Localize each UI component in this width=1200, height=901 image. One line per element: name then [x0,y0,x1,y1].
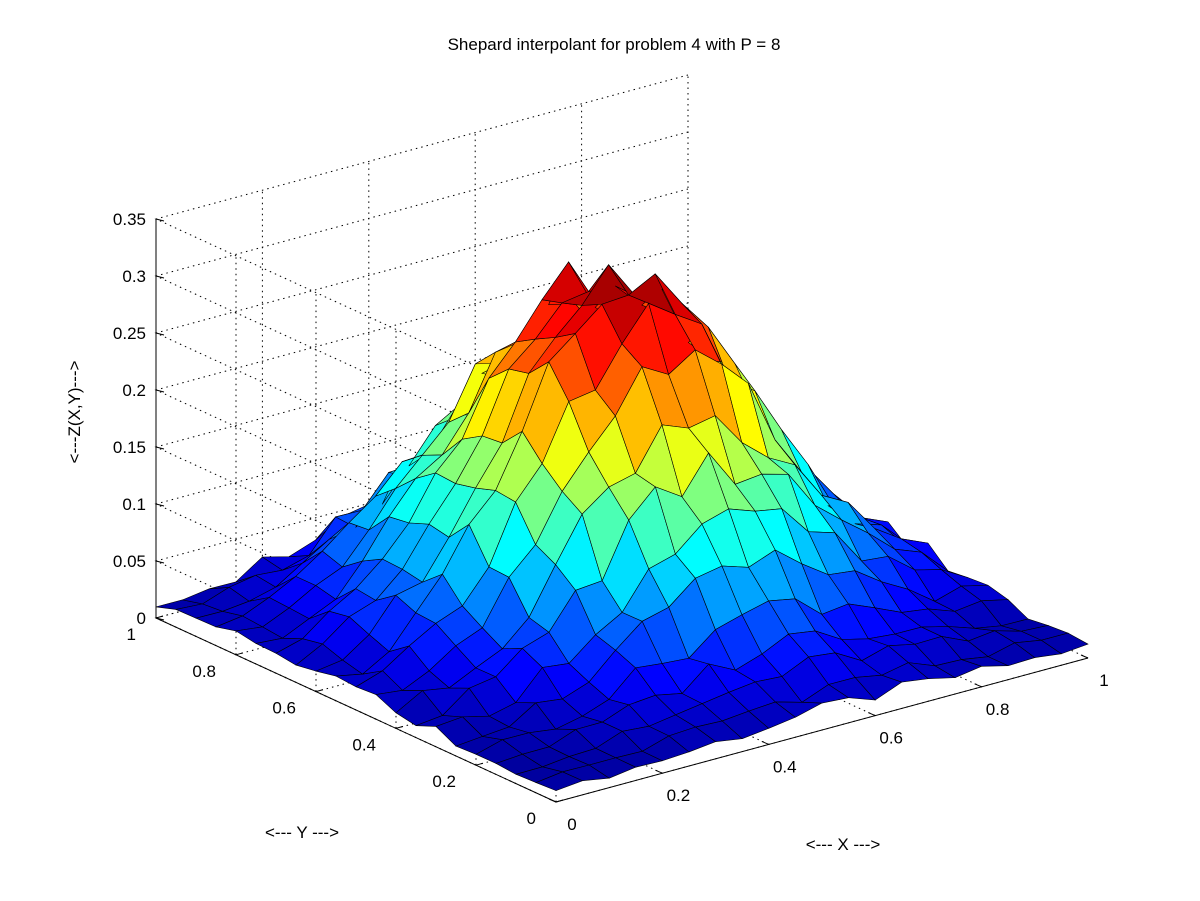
x-tick-mark [761,740,769,745]
z-axis-label: <---Z(X,Y)---> [65,360,84,463]
chart-title: Shepard interpolant for problem 4 with P… [448,35,781,54]
z-tick-mark [155,389,165,393]
y-tick-label: 1 [127,625,136,644]
x-tick-label: 0 [567,815,576,834]
z-tick-label: 0.25 [113,324,146,343]
y-tick-label: 0 [527,809,536,828]
z-tick-label: 0.1 [122,495,146,514]
x-axis-label: <--- X ---> [806,835,881,854]
y-tick-mark [315,689,324,693]
z-tick-label: 0.2 [122,381,146,400]
y-tick-label: 0.6 [272,699,296,718]
y-tick-mark [235,652,244,656]
y-tick-mark [475,762,484,766]
x-tick-mark [974,683,982,688]
z-tick-mark [155,617,165,621]
z-tick-mark [155,275,165,279]
z-tick-label: 0 [137,609,146,628]
x-tick-label: 0.6 [879,729,903,748]
surface-plot [155,261,1089,791]
axes [155,218,1089,803]
y-axis-label: <--- Y ---> [265,823,339,842]
x-tick-label: 0.4 [773,757,797,776]
z-tick-mark [155,503,165,507]
z-tick-label: 0.15 [113,438,146,457]
y-tick-mark [155,615,164,619]
x-tick-label: 0.8 [986,700,1010,719]
x-tick-mark [1080,654,1089,659]
y-tick-label: 0.8 [192,662,216,681]
tick-labels: 0 0.05 0.1 0.15 0.2 0.25 0.3 0.35 0 0.2 0.4 0.6 0.8 1… [113,210,1109,834]
z-tick-label: 0.3 [122,267,146,286]
z-tick-mark [155,446,165,450]
y-tick-mark [395,725,404,729]
surface-facet [1040,632,1089,655]
z-tick-mark [155,560,165,564]
z-tick-label: 0.35 [113,210,146,229]
z-tick-mark [155,332,165,336]
y-axis-line [155,617,557,803]
x-tick-label: 1 [1099,671,1108,690]
x-tick-mark [548,798,557,803]
x-axis-line [555,657,1089,803]
x-tick-mark [655,769,663,774]
x-tick-label: 0.2 [667,786,691,805]
z-tick-label: 0.05 [113,552,146,571]
y-tick-mark [555,799,564,803]
x-tick-mark [868,712,876,717]
z-tick-mark [155,218,165,222]
y-tick-label: 0.4 [352,735,376,754]
y-tick-label: 0.2 [432,772,456,791]
